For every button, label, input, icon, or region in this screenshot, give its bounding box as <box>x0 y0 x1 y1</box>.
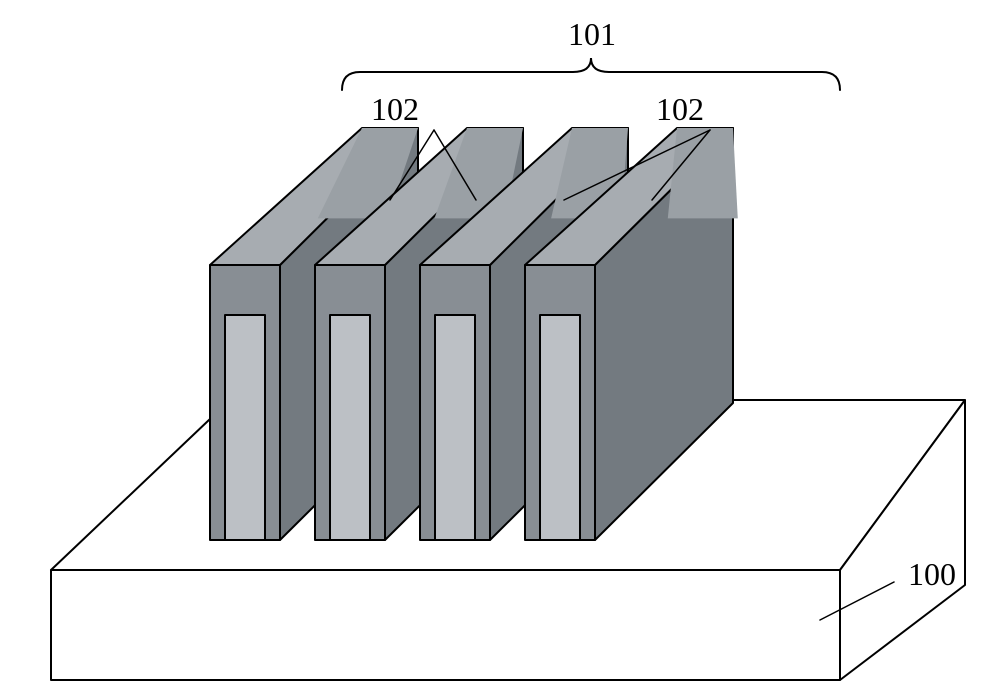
fin-slot <box>330 315 370 540</box>
fin-slot <box>225 315 265 540</box>
label-102-left: 102 <box>371 91 419 127</box>
label-101: 101 <box>568 16 616 52</box>
fin-slot <box>435 315 475 540</box>
fin-slot <box>540 315 580 540</box>
brace-101 <box>342 58 840 90</box>
fin-top-shade <box>668 128 738 218</box>
substrate-front <box>51 570 840 680</box>
fin-array <box>210 128 738 540</box>
label-102-right: 102 <box>656 91 704 127</box>
label-100: 100 <box>908 556 956 592</box>
